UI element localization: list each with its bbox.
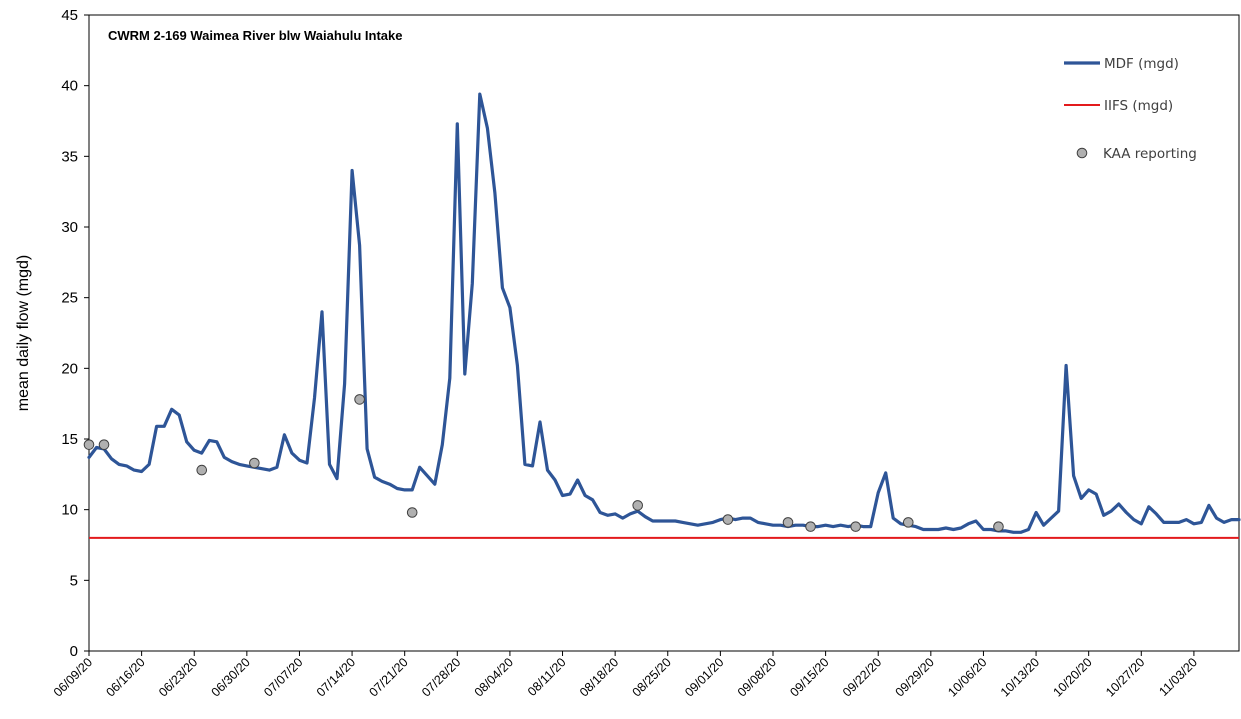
- kaa-point: [406, 507, 418, 518]
- kaa-point: [902, 517, 914, 528]
- y-tick-label: 35: [61, 148, 78, 165]
- kaa-point: [993, 521, 1004, 532]
- kaa-point: [722, 514, 734, 525]
- kaa-point: [805, 521, 816, 532]
- kaa-point: [196, 464, 208, 476]
- mdf-line: [87, 92, 1241, 534]
- kaa-point: [98, 439, 110, 450]
- y-tick-label: 45: [61, 7, 78, 24]
- legend-label-kaa: KAA reporting: [1103, 146, 1197, 162]
- y-tick-label: 25: [61, 290, 78, 307]
- kaa-point: [354, 394, 365, 405]
- legend-label-iifs: IIFS (mgd): [1104, 98, 1173, 114]
- legend-swatch-kaa: [1076, 147, 1088, 159]
- plot-frame: [88, 14, 1240, 652]
- legend: MDF (mgd) IIFS (mgd) KAA reporting: [1064, 56, 1197, 162]
- y-tick-label: 15: [61, 431, 78, 448]
- kaa-point: [632, 500, 643, 511]
- kaa-point: [850, 521, 861, 532]
- chart-title: CWRM 2-169 Waimea River blw Waiahulu Int…: [108, 28, 403, 43]
- y-tick-label: 40: [61, 78, 78, 95]
- kaa-point: [782, 517, 794, 528]
- y-tick-label: 10: [61, 502, 78, 519]
- legend-label-mdf: MDF (mgd): [1104, 56, 1179, 72]
- y-tick-label: 20: [61, 360, 78, 377]
- kaa-point: [83, 439, 95, 450]
- y-tick-label: 30: [61, 219, 78, 236]
- y-tick-label: 5: [70, 572, 78, 589]
- y-tick-label: 0: [70, 643, 78, 660]
- y-axis-label: mean daily flow (mgd): [15, 255, 32, 412]
- kaa-point: [249, 457, 260, 469]
